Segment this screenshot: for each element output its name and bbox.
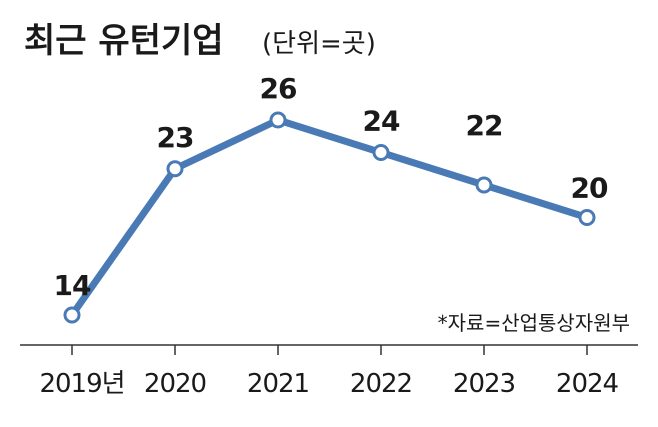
chart-unit-note: (단위=곳) xyxy=(262,29,376,59)
series-layer xyxy=(63,111,596,324)
data-label: 20 xyxy=(571,172,608,205)
data-label: 22 xyxy=(466,109,503,142)
data-label: 26 xyxy=(260,72,297,105)
data-label: 24 xyxy=(363,105,400,138)
chart-title-main: 최근 유턴기업 xyxy=(24,21,224,61)
data-point xyxy=(475,176,493,194)
data-point xyxy=(578,209,596,226)
x-tick-label: 2023 xyxy=(453,369,515,399)
x-tick-label: 2021 xyxy=(247,369,309,399)
data-label: 23 xyxy=(157,121,194,154)
data-point xyxy=(372,144,390,161)
data-point xyxy=(166,160,184,178)
data-point xyxy=(63,306,81,324)
x-tick-label: 2020 xyxy=(144,369,206,399)
x-tick-label: 2024 xyxy=(556,369,619,399)
data-label: 14 xyxy=(54,269,91,302)
x-tick-label: 2019년 xyxy=(39,369,124,399)
x-axis: 2019년 2020 2021 2022 2023 2024 xyxy=(20,344,638,399)
data-point xyxy=(269,111,287,129)
source-note: *자료=산업통상자원부 xyxy=(438,311,630,335)
chart-title: 최근 유턴기업 (단위=곳) xyxy=(24,21,376,61)
data-label-layer: 14 23 26 24 22 20 xyxy=(54,72,609,302)
series-line xyxy=(68,116,591,319)
x-tick-label: 2022 xyxy=(350,369,412,399)
